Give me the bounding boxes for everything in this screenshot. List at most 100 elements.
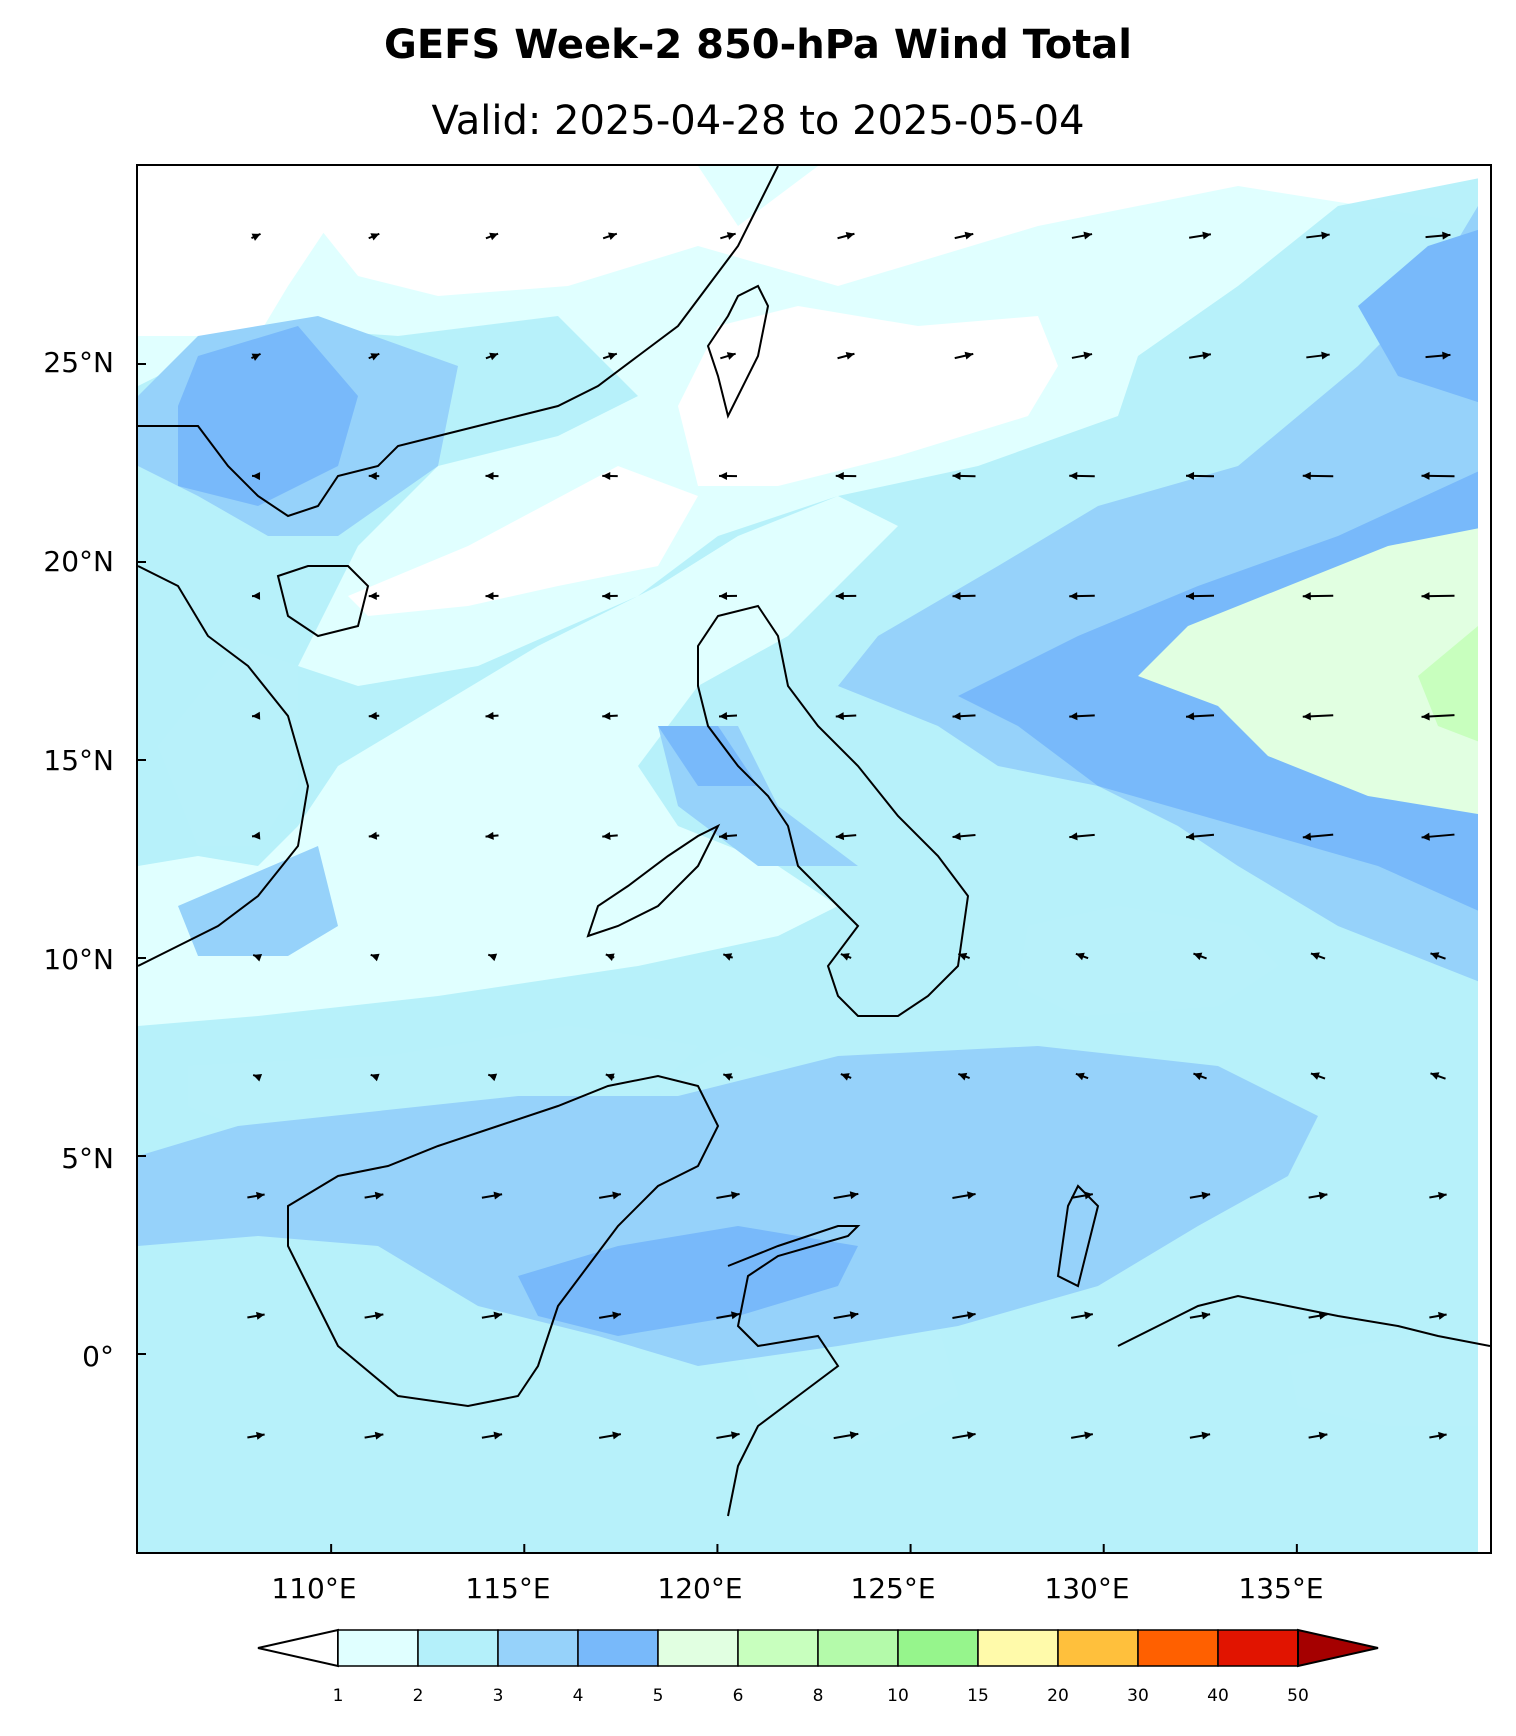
wind-arrow bbox=[1069, 471, 1095, 480]
axis-ticks bbox=[138, 363, 1298, 1552]
coast-sulawesi bbox=[727, 1225, 861, 1517]
colorbar-level-label: 30 bbox=[1127, 1686, 1149, 1706]
wind-arrow bbox=[1185, 712, 1215, 721]
wind-arrow bbox=[605, 953, 615, 961]
wind-arrow bbox=[1302, 592, 1334, 601]
shade-level-5 bbox=[1138, 526, 1490, 816]
wind-arrow bbox=[722, 953, 734, 961]
coast-philippines bbox=[697, 604, 970, 1017]
wind-arrow bbox=[718, 832, 738, 841]
wind-arrow bbox=[1306, 231, 1330, 240]
wind-arrow bbox=[835, 832, 857, 841]
wind-arrow bbox=[720, 352, 736, 360]
wind-arrow bbox=[368, 831, 380, 840]
wind-arrow bbox=[1185, 592, 1215, 601]
colorbar-level-label: 10 bbox=[887, 1686, 909, 1706]
wind-arrow bbox=[368, 711, 380, 720]
wind-arrow bbox=[952, 1311, 976, 1320]
wind-arrow bbox=[1188, 351, 1212, 360]
wind-arrow bbox=[602, 232, 618, 241]
wind-arrow bbox=[1069, 832, 1095, 841]
coast-south-china bbox=[138, 166, 779, 518]
wind-arrow bbox=[602, 831, 618, 840]
wind-arrow bbox=[1429, 1431, 1447, 1440]
wind-arrow bbox=[1308, 1431, 1328, 1440]
wind-arrow bbox=[1430, 952, 1446, 960]
wind-arrow bbox=[1075, 952, 1089, 961]
colorbar-bin-2 bbox=[497, 1629, 579, 1667]
wind-arrow bbox=[716, 1311, 740, 1320]
wind-arrow bbox=[952, 832, 976, 841]
wind-arrow bbox=[487, 1073, 498, 1082]
wind-arrow bbox=[364, 1191, 384, 1200]
wind-arrow bbox=[1421, 471, 1455, 480]
colorbar-under-extend bbox=[257, 1628, 339, 1668]
wind-arrow bbox=[1421, 592, 1455, 601]
shade-level-4-ne bbox=[1358, 226, 1490, 406]
wind-arrow bbox=[833, 1311, 859, 1320]
wind-arrow bbox=[251, 232, 261, 241]
wind-arrow bbox=[487, 953, 498, 962]
wind-arrow bbox=[958, 1072, 970, 1081]
colorbar-over-extend bbox=[1297, 1628, 1379, 1668]
wind-arrow bbox=[251, 472, 261, 481]
wind-arrow bbox=[485, 711, 499, 720]
wind-arrow bbox=[837, 231, 855, 240]
wind-arrow bbox=[718, 471, 738, 480]
lon-label-120e: 120°E bbox=[657, 1572, 743, 1605]
coast-palawan bbox=[586, 823, 721, 938]
coast-new-guinea bbox=[1117, 1294, 1490, 1347]
wind-arrow bbox=[1189, 1311, 1211, 1320]
wind-arrow bbox=[835, 592, 857, 601]
lat-label-0: 0° bbox=[82, 1340, 114, 1373]
colorbar-bin-0 bbox=[337, 1629, 419, 1667]
wind-arrow bbox=[368, 591, 380, 600]
wind-arrow bbox=[954, 231, 974, 240]
colorbar-level-label: 20 bbox=[1047, 1686, 1069, 1706]
wind-arrow bbox=[252, 953, 263, 962]
wind-arrow bbox=[1310, 1072, 1326, 1080]
wind-arrow bbox=[716, 1191, 740, 1200]
wind-arrow bbox=[251, 591, 261, 600]
colorbar-bin-4 bbox=[657, 1629, 739, 1667]
wind-arrow bbox=[1421, 712, 1455, 721]
wind-arrow bbox=[1302, 832, 1334, 841]
wind-arrow bbox=[1189, 1191, 1211, 1200]
lat-label-20n: 20°N bbox=[43, 545, 114, 578]
wind-arrow bbox=[598, 1191, 622, 1200]
wind-arrow bbox=[1429, 1191, 1447, 1200]
wind-arrow bbox=[833, 1191, 859, 1200]
lon-label-125e: 125°E bbox=[850, 1572, 936, 1605]
wind-arrow bbox=[598, 1311, 622, 1320]
shade-level-3-scs bbox=[178, 846, 338, 956]
coast-vietnam bbox=[138, 565, 310, 967]
colorbar-bin-9 bbox=[1057, 1629, 1139, 1667]
colorbar-bin-7 bbox=[897, 1629, 979, 1667]
wind-arrow bbox=[840, 953, 852, 961]
wind-arrow bbox=[1075, 1072, 1089, 1081]
colorbar-level-label: 8 bbox=[812, 1686, 824, 1706]
wind-arrow bbox=[1310, 952, 1326, 960]
wind-arrow bbox=[247, 1191, 265, 1200]
wind-arrow bbox=[958, 952, 970, 961]
wind-arrow bbox=[1302, 471, 1334, 480]
wind-arrow bbox=[833, 1431, 859, 1440]
wind-arrow bbox=[722, 1073, 734, 1081]
colorbar-bin-6 bbox=[817, 1629, 899, 1667]
wind-arrow bbox=[1185, 832, 1215, 841]
wind-arrow bbox=[247, 1311, 265, 1320]
coast-taiwan bbox=[706, 284, 770, 419]
shade-level-4-luzon bbox=[658, 726, 758, 786]
wind-arrow bbox=[1069, 712, 1095, 721]
colorbar-level-label: 6 bbox=[732, 1686, 744, 1706]
wind-arrow bbox=[370, 953, 380, 962]
wind-arrow bbox=[368, 472, 380, 481]
wind-arrow bbox=[1070, 1431, 1094, 1440]
wind-arrow bbox=[364, 1311, 384, 1320]
wind-arrow bbox=[716, 1431, 740, 1440]
wind-arrow bbox=[1071, 231, 1093, 240]
map-canvas bbox=[138, 166, 1490, 1552]
wind-arrow bbox=[1308, 1311, 1328, 1320]
colorbar-level-label: 15 bbox=[967, 1686, 989, 1706]
wind-arrow bbox=[1425, 231, 1451, 240]
